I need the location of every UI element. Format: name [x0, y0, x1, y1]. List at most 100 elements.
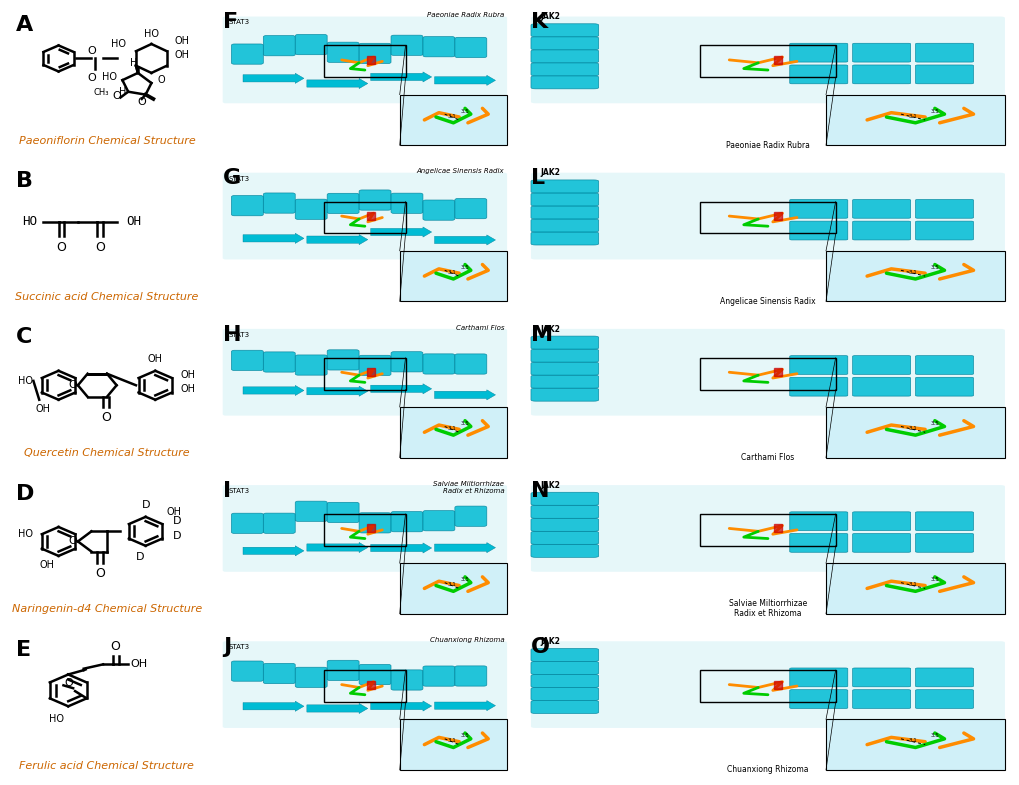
Text: 3.1: 3.1: [908, 270, 916, 275]
Bar: [324, 202, 406, 233]
Text: OH: OH: [174, 50, 190, 60]
Bar: [324, 514, 406, 546]
FancyBboxPatch shape: [263, 663, 294, 684]
Text: 3.5: 3.5: [929, 421, 938, 426]
FancyBboxPatch shape: [359, 356, 390, 375]
FancyBboxPatch shape: [327, 502, 359, 523]
Text: O: O: [56, 241, 66, 254]
FancyArrow shape: [243, 701, 304, 711]
Text: Carthami Flos: Carthami Flos: [741, 453, 794, 462]
FancyBboxPatch shape: [359, 43, 390, 64]
Text: O: O: [157, 75, 165, 85]
FancyBboxPatch shape: [531, 180, 598, 193]
FancyArrow shape: [307, 235, 368, 245]
FancyBboxPatch shape: [852, 43, 910, 62]
FancyBboxPatch shape: [423, 200, 454, 221]
FancyBboxPatch shape: [531, 375, 598, 388]
FancyArrow shape: [434, 75, 495, 86]
FancyBboxPatch shape: [852, 668, 910, 687]
FancyBboxPatch shape: [789, 199, 847, 218]
FancyBboxPatch shape: [531, 76, 598, 89]
Text: 3.5: 3.5: [461, 265, 469, 270]
FancyBboxPatch shape: [531, 349, 598, 362]
Text: 3.1: 3.1: [447, 426, 455, 431]
FancyBboxPatch shape: [852, 534, 910, 553]
FancyBboxPatch shape: [294, 199, 327, 220]
FancyBboxPatch shape: [327, 42, 359, 63]
FancyArrow shape: [243, 385, 304, 396]
Text: Quercetin Chemical Structure: Quercetin Chemical Structure: [24, 448, 190, 458]
FancyBboxPatch shape: [531, 37, 598, 49]
Text: O: O: [101, 411, 111, 425]
Text: HO: HO: [111, 39, 126, 49]
FancyBboxPatch shape: [531, 641, 1004, 728]
Text: JAK2: JAK2: [540, 324, 560, 334]
Text: M: M: [531, 324, 552, 345]
Text: O: O: [95, 241, 105, 254]
FancyBboxPatch shape: [825, 407, 1004, 458]
FancyBboxPatch shape: [327, 193, 359, 214]
FancyBboxPatch shape: [852, 65, 910, 84]
FancyBboxPatch shape: [531, 173, 1004, 260]
Text: O: O: [112, 91, 121, 101]
Text: 3.5: 3.5: [929, 109, 938, 114]
FancyBboxPatch shape: [789, 668, 847, 687]
FancyArrow shape: [434, 390, 495, 400]
FancyBboxPatch shape: [789, 221, 847, 240]
Text: Succinic acid Chemical Structure: Succinic acid Chemical Structure: [15, 292, 199, 302]
Text: K: K: [531, 13, 547, 32]
FancyBboxPatch shape: [390, 193, 423, 214]
Text: Naringenin-d4 Chemical Structure: Naringenin-d4 Chemical Structure: [12, 604, 202, 615]
FancyBboxPatch shape: [263, 513, 294, 533]
Text: HO: HO: [144, 29, 159, 38]
Text: OH: OH: [167, 507, 181, 517]
FancyBboxPatch shape: [454, 38, 486, 57]
FancyBboxPatch shape: [531, 662, 598, 674]
FancyBboxPatch shape: [222, 173, 506, 260]
Text: Paeoniae Radix Rubra: Paeoniae Radix Rubra: [427, 13, 503, 18]
Text: N: N: [531, 480, 549, 501]
FancyBboxPatch shape: [327, 350, 359, 370]
Text: OH: OH: [40, 560, 54, 570]
FancyBboxPatch shape: [915, 199, 972, 218]
Bar: [324, 670, 406, 702]
Text: E: E: [16, 640, 32, 659]
FancyBboxPatch shape: [454, 199, 486, 219]
Text: B: B: [16, 171, 33, 192]
FancyBboxPatch shape: [789, 690, 847, 708]
FancyBboxPatch shape: [915, 221, 972, 240]
Text: D: D: [172, 516, 181, 526]
FancyBboxPatch shape: [294, 355, 327, 375]
Bar: [700, 670, 835, 702]
Text: HO: HO: [49, 714, 64, 724]
FancyBboxPatch shape: [531, 219, 598, 232]
FancyBboxPatch shape: [359, 190, 390, 210]
Text: O: O: [531, 637, 549, 657]
FancyBboxPatch shape: [399, 250, 506, 301]
Text: H: H: [118, 86, 126, 97]
FancyBboxPatch shape: [915, 43, 972, 62]
Text: I: I: [222, 480, 230, 501]
Text: Salviae Miltiorrhizae
Radix et Rhizoma: Salviae Miltiorrhizae Radix et Rhizoma: [433, 480, 503, 494]
Bar: [700, 202, 835, 233]
FancyBboxPatch shape: [531, 49, 598, 63]
Text: Chuanxiong Rhizoma: Chuanxiong Rhizoma: [727, 765, 808, 774]
Text: D: D: [142, 499, 150, 509]
FancyBboxPatch shape: [454, 354, 486, 374]
FancyBboxPatch shape: [423, 354, 454, 374]
FancyBboxPatch shape: [423, 37, 454, 57]
Text: 3.5: 3.5: [929, 577, 938, 582]
Text: STAT3: STAT3: [228, 176, 250, 181]
FancyBboxPatch shape: [825, 95, 1004, 145]
FancyBboxPatch shape: [915, 534, 972, 553]
Text: OH: OH: [130, 659, 147, 670]
Text: 3.1: 3.1: [447, 582, 455, 587]
Text: Paeoniae Radix Rubra: Paeoniae Radix Rubra: [726, 141, 809, 150]
FancyBboxPatch shape: [825, 719, 1004, 770]
FancyBboxPatch shape: [531, 674, 598, 688]
FancyBboxPatch shape: [399, 95, 506, 145]
Text: STAT3: STAT3: [228, 20, 250, 25]
FancyBboxPatch shape: [390, 352, 423, 372]
FancyBboxPatch shape: [852, 199, 910, 218]
Text: OH: OH: [36, 404, 51, 414]
